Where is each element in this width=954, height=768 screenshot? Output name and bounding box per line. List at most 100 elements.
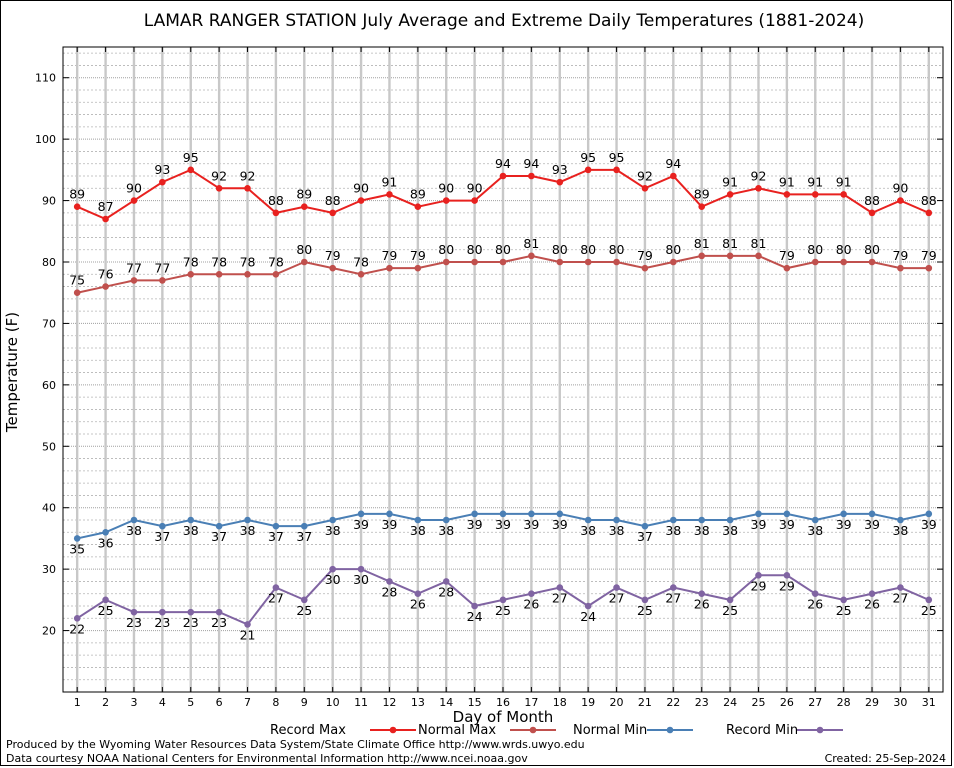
normal-min-point	[755, 510, 762, 518]
legend: Record Max Normal Max Normal Min Record Min	[270, 723, 843, 738]
x-tick-label: 28	[837, 696, 851, 709]
normal-max-point	[783, 264, 791, 272]
normal-max-data-label: 77	[154, 260, 170, 275]
legend-label: Normal Max	[418, 723, 496, 738]
x-tick-label: 20	[610, 696, 624, 709]
normal-min-data-label: 38	[183, 523, 199, 538]
normal-min-point	[726, 516, 734, 524]
normal-max-data-label: 80	[609, 242, 625, 257]
record-max-data-label: 88	[268, 193, 284, 208]
record-min-data-label: 25	[637, 603, 653, 618]
x-tick-label: 18	[553, 696, 567, 709]
record-min-data-label: 24	[467, 609, 483, 624]
record-max-data-label: 91	[381, 174, 397, 189]
normal-min-data-label: 35	[69, 541, 85, 556]
y-tick-label: 20	[42, 625, 56, 638]
normal-min-point	[215, 522, 223, 530]
record-max-point	[499, 172, 507, 180]
record-min-data-label: 27	[609, 591, 625, 606]
record-min-data-label: 23	[126, 615, 142, 630]
record-max-point	[130, 197, 138, 204]
record-max-data-label: 93	[154, 162, 170, 177]
normal-max-point	[159, 277, 166, 284]
y-tick-label: 100	[35, 133, 56, 146]
normal-min-point	[584, 516, 592, 524]
normal-min-data-label: 39	[467, 517, 483, 532]
record-min-data-label: 27	[665, 591, 681, 606]
normal-max-point	[556, 258, 564, 266]
normal-min-point	[272, 522, 280, 530]
record-min-point	[783, 571, 791, 579]
record-max-data-label: 90	[353, 181, 369, 196]
normal-max-data-label: 78	[353, 254, 369, 269]
normal-max-data-label: 81	[722, 236, 738, 251]
normal-min-point	[613, 516, 620, 524]
record-min-data-label: 25	[98, 603, 114, 618]
record-max-point	[272, 209, 280, 217]
record-max-point	[386, 191, 393, 198]
record-min-data-label: 25	[495, 603, 511, 618]
y-tick-label: 110	[35, 72, 56, 85]
record-max-point	[300, 203, 308, 211]
normal-max-point	[698, 252, 706, 260]
record-max-data-label: 88	[864, 193, 880, 208]
record-max-data-label: 90	[126, 181, 142, 196]
record-min-point	[726, 596, 734, 604]
record-min-data-label: 29	[779, 578, 795, 593]
y-tick-label: 70	[42, 317, 56, 330]
x-tick-label: 31	[922, 696, 936, 709]
legend-marker	[666, 726, 674, 734]
normal-min-data-label: 38	[807, 523, 823, 538]
normal-min-data-label: 39	[523, 517, 539, 532]
normal-max-data-label: 78	[183, 254, 199, 269]
record-min-data-label: 26	[694, 597, 710, 612]
normal-max-point	[215, 270, 223, 278]
normal-max-point	[925, 264, 933, 272]
normal-min-point	[897, 516, 904, 524]
legend-item-normal-min: Normal Min	[573, 723, 693, 738]
record-min-point	[357, 565, 365, 573]
record-max-point	[698, 203, 706, 211]
normal-max-data-label: 80	[552, 242, 568, 257]
legend-marker	[816, 726, 824, 734]
record-max-data-label: 87	[98, 199, 114, 214]
record-max-point	[811, 191, 819, 198]
record-max-point	[244, 184, 251, 192]
record-max-series: 89 87 90 93 95 92 92 88 89 88 90 91 89 90 90 94 94 93 95 95…	[69, 150, 937, 223]
record-min-point	[471, 602, 478, 610]
record-max-data-label: 89	[69, 187, 85, 202]
normal-min-series: 35 36 38 37 38 37 38 37 37 38 39 39 38 38 39 39 39 39 38 38…	[69, 510, 937, 556]
footer-producer-credit: Produced by the Wyoming Water Resources …	[6, 738, 585, 751]
normal-max-data-label: 79	[410, 248, 426, 263]
record-min-data-label: 25	[836, 603, 852, 618]
x-tick-label: 14	[439, 696, 453, 709]
y-tick-label: 90	[42, 195, 56, 208]
record-max-point	[840, 191, 847, 198]
record-max-data-label: 94	[523, 156, 539, 171]
record-min-point	[556, 584, 564, 591]
normal-max-data-label: 80	[665, 242, 681, 257]
legend-item-normal-max: Normal Max	[418, 723, 556, 738]
record-min-data-label: 27	[268, 591, 284, 606]
normal-max-point	[414, 264, 422, 272]
normal-min-point	[499, 510, 507, 518]
normal-max-series: 75 76 77 77 78 78 78 78 80 79 78 79 79 80 80 80 81 80 80 80…	[69, 236, 937, 297]
record-min-data-label: 27	[552, 591, 568, 606]
record-min-point	[102, 596, 109, 604]
normal-min-point	[244, 516, 251, 524]
x-tick-label: 12	[382, 696, 396, 709]
record-min-point	[272, 584, 280, 591]
normal-min-point	[102, 528, 109, 536]
record-min-point	[641, 596, 649, 604]
normal-max-data-label: 75	[69, 273, 85, 288]
x-tick-label: 22	[666, 696, 680, 709]
normal-max-data-label: 79	[325, 248, 341, 263]
normal-max-data-label: 79	[921, 248, 937, 263]
record-min-point	[528, 590, 535, 598]
record-min-data-label: 21	[240, 627, 256, 642]
normal-min-data-label: 38	[892, 523, 908, 538]
record-max-point	[868, 209, 876, 217]
record-max-data-label: 91	[722, 174, 738, 189]
normal-max-data-label: 80	[296, 242, 312, 257]
normal-min-data-label: 38	[240, 523, 256, 538]
